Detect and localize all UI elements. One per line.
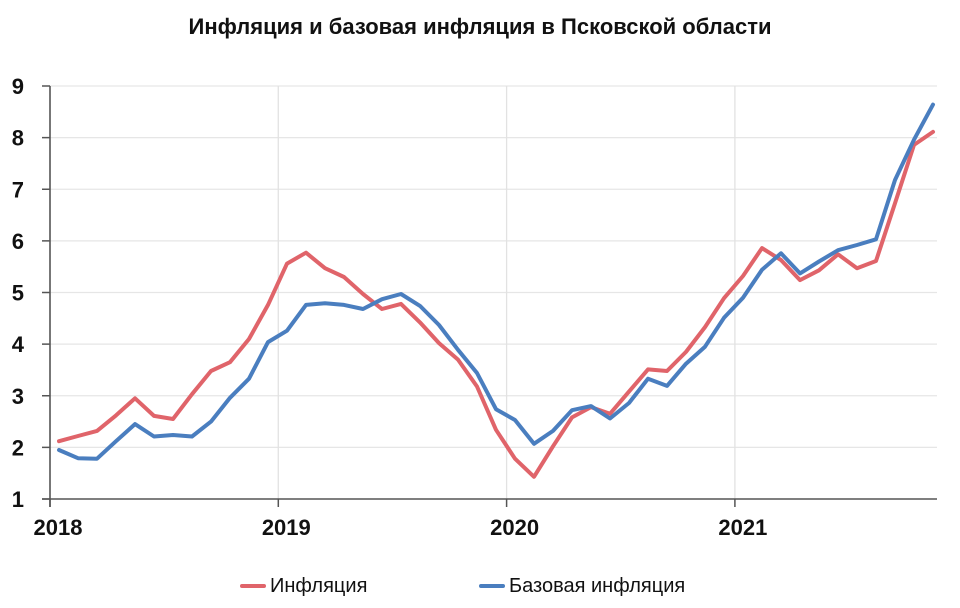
legend-label: Базовая инфляция xyxy=(509,574,686,597)
legend: Инфляция Базовая инфляция xyxy=(0,572,960,600)
chart-title: Инфляция и базовая инфляция в Псковской … xyxy=(188,14,772,39)
x-tick-label: 2019 xyxy=(262,515,311,540)
axes xyxy=(42,85,937,507)
legend-label: Инфляция xyxy=(270,574,368,597)
series-lines xyxy=(57,102,935,479)
y-tick-label: 8 xyxy=(12,126,24,151)
x-axis-ticks: 2018 2019 2020 2021 xyxy=(34,515,768,540)
y-tick-label: 4 xyxy=(12,332,25,357)
y-axis-ticks: 1 2 3 4 5 6 7 8 9 xyxy=(12,74,25,512)
legend-item-inflation: Инфляция xyxy=(240,572,367,600)
x-tick-label: 2018 xyxy=(34,515,83,540)
x-tick-label: 2020 xyxy=(490,515,539,540)
y-tick-label: 5 xyxy=(12,281,24,306)
y-tick-label: 7 xyxy=(12,177,24,202)
legend-swatch-red xyxy=(240,584,266,588)
series-line-core-inflation xyxy=(57,102,935,461)
y-tick-label: 9 xyxy=(12,74,24,99)
y-tick-label: 3 xyxy=(12,384,24,409)
gridlines xyxy=(50,85,937,499)
y-tick-label: 6 xyxy=(12,229,24,254)
x-tick-label: 2021 xyxy=(718,515,767,540)
y-tick-label: 2 xyxy=(12,435,24,460)
y-tick-label: 1 xyxy=(12,487,24,512)
series-line-inflation xyxy=(57,129,935,479)
legend-swatch-blue xyxy=(479,584,505,588)
legend-item-core-inflation: Базовая инфляция xyxy=(479,572,685,600)
